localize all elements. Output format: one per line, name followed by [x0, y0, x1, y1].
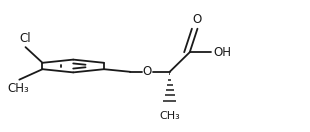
- Text: O: O: [193, 13, 202, 26]
- Text: CH₃: CH₃: [159, 111, 180, 121]
- Text: OH: OH: [213, 46, 231, 59]
- Text: O: O: [143, 65, 152, 78]
- Text: Cl: Cl: [20, 32, 31, 44]
- Text: CH₃: CH₃: [7, 82, 29, 95]
